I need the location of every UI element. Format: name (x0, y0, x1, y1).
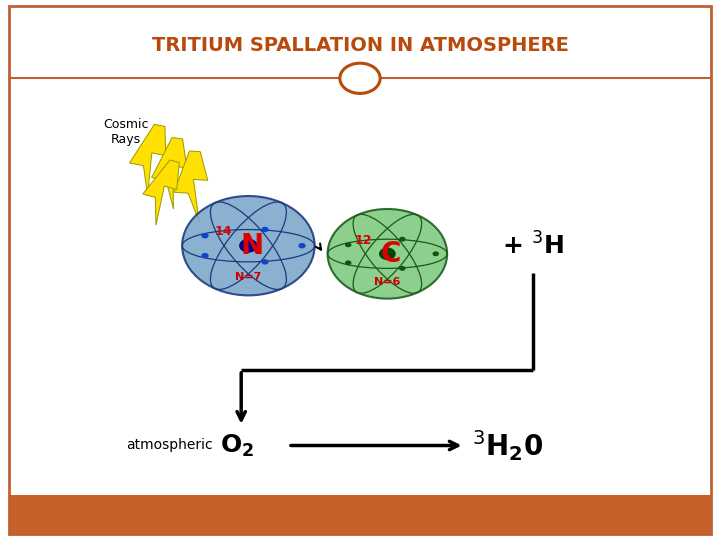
Circle shape (202, 253, 209, 259)
Polygon shape (143, 160, 179, 225)
Text: N: N (240, 232, 264, 260)
Text: $\mathbf{O_2}$: $\mathbf{O_2}$ (220, 433, 253, 458)
Circle shape (202, 233, 209, 239)
Circle shape (379, 247, 396, 260)
Polygon shape (130, 124, 166, 195)
Text: TRITIUM SPALLATION IN ATMOSPHERE: TRITIUM SPALLATION IN ATMOSPHERE (152, 36, 568, 56)
Circle shape (345, 242, 351, 247)
Polygon shape (152, 138, 186, 209)
Circle shape (399, 266, 405, 271)
Circle shape (399, 237, 405, 242)
Circle shape (182, 196, 315, 295)
Bar (9, 495, 711, 534)
Text: N=7: N=7 (235, 272, 261, 281)
Polygon shape (174, 151, 208, 222)
Circle shape (340, 63, 380, 93)
Circle shape (261, 259, 269, 265)
Text: + $^3$H: + $^3$H (502, 232, 564, 259)
Text: N=6: N=6 (374, 276, 400, 287)
Circle shape (328, 209, 447, 299)
Text: $^3\mathbf{H_2}$$\mathbf{0}$: $^3\mathbf{H_2}$$\mathbf{0}$ (472, 428, 543, 463)
Circle shape (298, 243, 306, 248)
Circle shape (239, 239, 258, 253)
Circle shape (345, 260, 351, 265)
Circle shape (433, 251, 439, 256)
Text: atmospheric: atmospheric (126, 438, 212, 453)
Circle shape (261, 227, 269, 232)
Text: 14: 14 (215, 225, 232, 238)
Text: C: C (380, 240, 400, 268)
Text: 12: 12 (355, 234, 372, 247)
Text: Cosmic
Rays: Cosmic Rays (103, 118, 149, 146)
